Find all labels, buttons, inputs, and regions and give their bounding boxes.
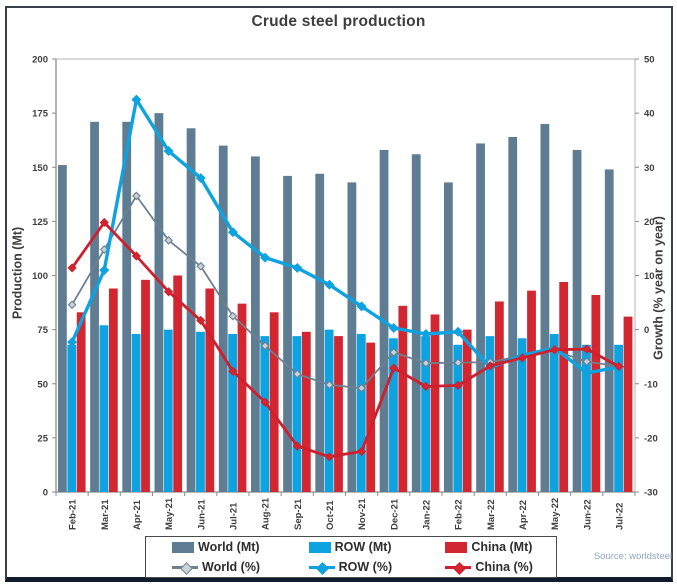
source-note: Source: worldsteel [593, 551, 672, 562]
china-pct-line-icon [445, 561, 472, 575]
svg-text:Apr-22: Apr-22 [518, 500, 529, 530]
legend-label: China (Mt) [471, 540, 533, 554]
legend: World (Mt) ROW (Mt) China (Mt) World (%)… [145, 536, 557, 578]
chart-title: Crude steel production [251, 13, 426, 30]
svg-text:Feb-22: Feb-22 [454, 499, 465, 530]
legend-item-row-mt: ROW (Mt) [283, 540, 420, 554]
legend-label: ROW (%) [338, 560, 393, 574]
row-mt-swatch-icon [308, 541, 331, 553]
svg-text:40: 40 [644, 109, 655, 120]
svg-text:50: 50 [37, 379, 48, 390]
svg-text:Apr-21: Apr-21 [132, 499, 143, 530]
svg-text:Nov-21: Nov-21 [357, 498, 368, 530]
svg-text:10: 10 [644, 271, 655, 282]
svg-text:125: 125 [32, 217, 49, 228]
bars-row-mt- [67, 325, 624, 492]
svg-text:-30: -30 [644, 488, 658, 499]
legend-item-world-mt: World (Mt) [146, 540, 283, 554]
svg-text:150: 150 [32, 163, 48, 174]
svg-text:30: 30 [644, 163, 655, 174]
svg-text:100: 100 [32, 271, 48, 282]
svg-text:Jul-22: Jul-22 [614, 503, 625, 530]
svg-text:Jun-22: Jun-22 [582, 499, 593, 530]
row-pct-line-icon [308, 561, 335, 575]
svg-text:50: 50 [644, 55, 655, 66]
legend-item-china-mt: China (Mt) [419, 540, 556, 554]
svg-text:Mar-21: Mar-21 [100, 499, 111, 530]
world-pct-line-icon [172, 561, 198, 575]
svg-text:Feb-21: Feb-21 [68, 499, 79, 530]
svg-text:Dec-21: Dec-21 [389, 498, 400, 530]
bars-china-mt- [76, 275, 633, 492]
svg-text:0: 0 [43, 488, 48, 499]
right-axis-ticks: -30 -20 -10 0 10 20 30 40 50 [635, 55, 658, 499]
x-axis-ticks [55, 492, 636, 496]
legend-item-world-pct: World (%) [146, 560, 283, 575]
legend-label: ROW (Mt) [334, 540, 392, 554]
svg-text:Sep-21: Sep-21 [293, 498, 304, 530]
svg-text:Jun-21: Jun-21 [196, 499, 207, 530]
legend-label: World (%) [202, 560, 261, 574]
svg-text:Jul-21: Jul-21 [228, 502, 239, 530]
svg-text:-20: -20 [644, 433, 658, 444]
legend-label: China (%) [475, 560, 533, 574]
svg-text:Aug-21: Aug-21 [261, 497, 272, 530]
svg-text:Jan-22: Jan-22 [421, 500, 432, 530]
left-axis-ticks: 0 25 50 75 100 125 150 175 200 [32, 55, 56, 499]
svg-text:75: 75 [37, 325, 48, 336]
svg-text:20: 20 [644, 217, 655, 228]
svg-text:Mar-22: Mar-22 [486, 499, 497, 530]
svg-text:Oct-21: Oct-21 [325, 500, 336, 530]
legend-item-china-pct: China (%) [419, 560, 556, 575]
svg-text:25: 25 [37, 433, 48, 444]
svg-text:May-21: May-21 [164, 497, 175, 530]
svg-text:-10: -10 [644, 379, 658, 390]
legend-item-row-pct: ROW (%) [283, 560, 420, 575]
china-mt-swatch-icon [445, 541, 468, 553]
month-labels: Feb-21 Mar-21 Apr-21 May-21 Jun-21 Jul-21 Aug-… [68, 497, 626, 530]
line-china- [67, 217, 624, 462]
svg-text:0: 0 [644, 325, 649, 336]
svg-text:200: 200 [32, 55, 48, 66]
world-mt-swatch-icon [172, 541, 194, 553]
legend-label: World (Mt) [198, 540, 260, 554]
svg-text:175: 175 [32, 109, 49, 120]
svg-text:May-22: May-22 [550, 498, 561, 530]
